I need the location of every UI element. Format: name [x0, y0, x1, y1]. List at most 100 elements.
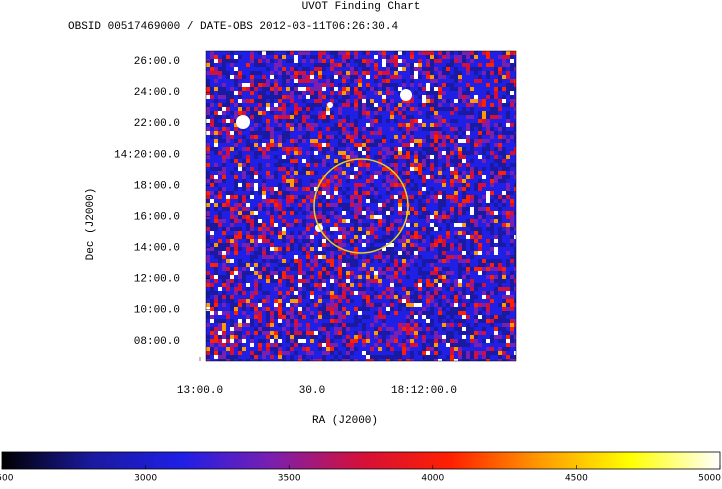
- pixel: [494, 279, 498, 283]
- pixel: [438, 267, 442, 271]
- pixel: [454, 231, 458, 235]
- pixel: [410, 167, 414, 171]
- pixel: [418, 155, 422, 159]
- pixel: [218, 351, 222, 355]
- pixel: [342, 131, 346, 135]
- pixel: [334, 123, 338, 127]
- pixel: [210, 291, 214, 295]
- pixel: [230, 267, 234, 271]
- pixel: [214, 291, 218, 295]
- pixel: [330, 263, 334, 267]
- pixel: [222, 127, 226, 131]
- pixel: [354, 51, 358, 55]
- pixel: [258, 63, 262, 67]
- pixel: [262, 239, 266, 243]
- pixel: [218, 343, 222, 347]
- pixel: [366, 339, 370, 343]
- star: [236, 115, 250, 129]
- pixel: [358, 311, 362, 315]
- pixel: [278, 355, 282, 359]
- pixel: [454, 67, 458, 71]
- pixel: [298, 123, 302, 127]
- pixel: [330, 211, 334, 215]
- pixel: [334, 163, 338, 167]
- pixel: [226, 271, 230, 275]
- pixel: [214, 215, 218, 219]
- pixel: [374, 87, 378, 91]
- pixel: [234, 287, 238, 291]
- pixel: [474, 187, 478, 191]
- pixel: [458, 343, 462, 347]
- pixel: [510, 271, 514, 275]
- pixel: [374, 187, 378, 191]
- pixel: [234, 355, 238, 359]
- pixel: [286, 243, 290, 247]
- pixel: [278, 271, 282, 275]
- pixel: [286, 283, 290, 287]
- pixel: [346, 51, 350, 55]
- pixel: [506, 343, 510, 347]
- pixel: [458, 319, 462, 323]
- pixel: [254, 307, 258, 311]
- pixel: [446, 255, 450, 259]
- pixel: [354, 75, 358, 79]
- pixel: [322, 59, 326, 63]
- pixel: [310, 139, 314, 143]
- pixel: [462, 51, 466, 55]
- pixel: [286, 267, 290, 271]
- pixel: [254, 83, 258, 87]
- pixel: [434, 95, 438, 99]
- pixel: [454, 127, 458, 131]
- pixel: [302, 239, 306, 243]
- pixel: [250, 51, 254, 55]
- pixel: [450, 335, 454, 339]
- pixel: [506, 187, 510, 191]
- pixel: [410, 51, 414, 55]
- pixel: [334, 51, 338, 55]
- pixel: [282, 359, 286, 361]
- pixel: [498, 163, 502, 167]
- pixel: [222, 87, 226, 91]
- pixel: [234, 303, 238, 307]
- pixel: [438, 279, 442, 283]
- pixel: [426, 299, 430, 303]
- pixel: [374, 331, 378, 335]
- pixel: [206, 111, 210, 115]
- pixel: [478, 79, 482, 83]
- pixel: [346, 339, 350, 343]
- pixel: [238, 287, 242, 291]
- pixel: [430, 111, 434, 115]
- pixel: [322, 147, 326, 151]
- pixel: [498, 227, 502, 231]
- pixel: [466, 283, 470, 287]
- pixel: [478, 207, 482, 211]
- pixel: [254, 123, 258, 127]
- pixel: [434, 283, 438, 287]
- pixel: [342, 315, 346, 319]
- pixel: [462, 275, 466, 279]
- pixel: [222, 359, 226, 361]
- pixel: [374, 143, 378, 147]
- pixel: [270, 343, 274, 347]
- pixel: [438, 283, 442, 287]
- pixel: [386, 347, 390, 351]
- pixel: [478, 283, 482, 287]
- pixel: [262, 83, 266, 87]
- pixel: [382, 79, 386, 83]
- pixel: [230, 191, 234, 195]
- pixel: [214, 335, 218, 339]
- pixel: [250, 219, 254, 223]
- pixel: [414, 247, 418, 251]
- pixel: [270, 279, 274, 283]
- pixel: [510, 123, 514, 127]
- pixel: [366, 123, 370, 127]
- pixel: [486, 199, 490, 203]
- pixel: [462, 291, 466, 295]
- pixel: [382, 51, 386, 55]
- pixel: [314, 79, 318, 83]
- pixel: [322, 87, 326, 91]
- pixel: [402, 251, 406, 255]
- pixel: [222, 227, 226, 231]
- pixel: [450, 199, 454, 203]
- pixel: [358, 91, 362, 95]
